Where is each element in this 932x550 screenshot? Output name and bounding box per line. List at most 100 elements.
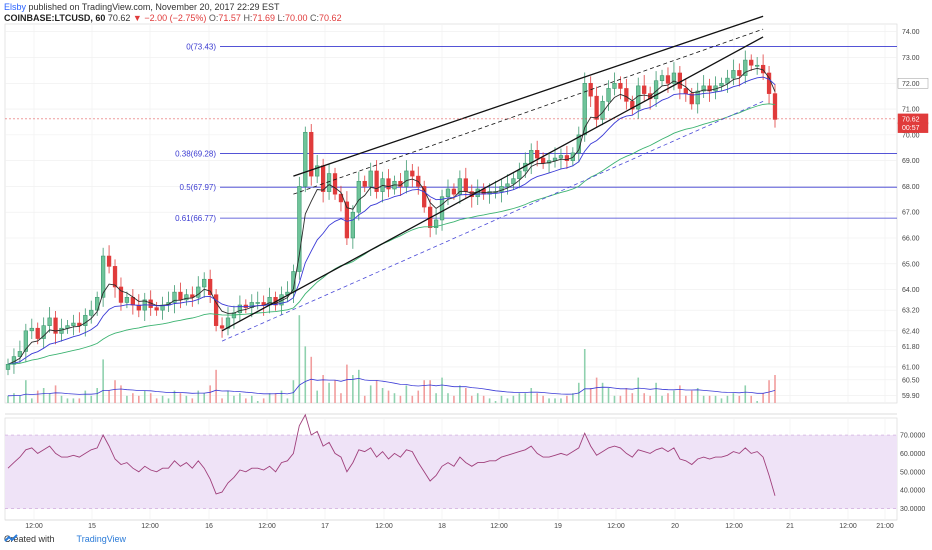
candle-body: [624, 88, 629, 102]
volume-bar: [673, 390, 675, 403]
candle-body: [309, 131, 314, 177]
ema-mid-line: [7, 76, 776, 365]
volume-bar: [173, 390, 176, 403]
volume-bar: [60, 395, 63, 403]
volume-bar: [756, 401, 758, 403]
price-tick-label: 67.00: [902, 210, 920, 217]
volume-bar: [738, 395, 741, 403]
candle-body: [208, 278, 213, 296]
rsi-line-path: [7, 413, 776, 496]
open-value: 71.57: [218, 13, 241, 23]
volume-bar: [185, 395, 188, 403]
volume-bar: [667, 393, 669, 403]
volume-bar: [518, 393, 521, 403]
volume-bar: [66, 398, 69, 403]
candle-body: [517, 170, 522, 179]
fib-level-label: 0.61(66.77): [175, 214, 216, 223]
volume-bar: [589, 388, 592, 403]
price-pane-frame: [4, 23, 898, 404]
price-tick-label: 63.20: [902, 308, 920, 315]
axes: 74.00 73.00 72.00 71.00 70.00 69.00 68.00 67.00…: [5, 29, 929, 530]
volume-bar: [268, 393, 271, 403]
volume-bar: [149, 393, 152, 403]
candle-body: [582, 82, 587, 136]
volume-bar: [631, 393, 634, 403]
volume-bar: [774, 375, 776, 403]
ohlc-line: COINBASE:LTCUSD, 60 70.62 ▼ −2.00 (−2.75…: [4, 13, 342, 24]
volume-bar: [482, 395, 485, 403]
candle-body: [255, 302, 260, 304]
volume-bar: [566, 395, 568, 403]
volume-bar: [191, 398, 194, 403]
candle-body: [41, 325, 46, 339]
tradingview-brand[interactable]: TradingView: [76, 534, 127, 544]
volume-bar: [375, 380, 378, 403]
candle-body: [326, 173, 332, 192]
candle-body: [422, 186, 427, 208]
candle-body: [386, 178, 391, 190]
trendlines[interactable]: [221, 15, 764, 342]
rsi-band: [5, 434, 897, 509]
volume-bar: [405, 385, 408, 403]
volume-bar: [143, 390, 146, 403]
time-tick-label: 19: [554, 523, 562, 530]
time-tick-label: 12:00: [141, 523, 159, 530]
candle-body: [749, 59, 754, 66]
volume-bar: [643, 393, 645, 403]
volume-bar: [256, 401, 259, 403]
volume-bar: [494, 401, 497, 403]
volume-bars: [7, 315, 776, 403]
candle-body: [172, 291, 177, 303]
volume-bar: [429, 380, 431, 403]
candle-body: [112, 266, 118, 288]
candle-body: [731, 70, 736, 79]
candle-body: [772, 93, 778, 120]
candle-body: [374, 170, 379, 192]
volume-bar: [280, 390, 283, 403]
volume-bar: [696, 388, 699, 403]
volume-bar: [310, 356, 313, 403]
volume-bar: [155, 398, 158, 403]
candle-body: [368, 170, 373, 187]
fibonacci-levels: 0(73.43) 0.38(69.28) 0.5(67.97) 0.61(66.77): [175, 42, 897, 223]
candle-body: [35, 327, 40, 339]
time-tick-label: 12:00: [725, 523, 743, 530]
candle-body: [564, 155, 570, 161]
volume-bar: [453, 395, 455, 403]
volume-bar: [7, 395, 9, 403]
volume-bar: [274, 393, 277, 403]
candlesticks[interactable]: [5, 50, 778, 376]
volume-bar: [679, 385, 681, 403]
created-with-text: Created with: [4, 534, 55, 544]
volume-bar: [506, 398, 509, 403]
candle-body: [659, 75, 665, 82]
volume-bar: [512, 395, 515, 403]
volume-bar: [750, 395, 753, 403]
price-tick-label: 73.00: [902, 55, 920, 62]
author-name[interactable]: Elsby: [4, 2, 27, 12]
footer: Created with TradingView: [4, 534, 126, 544]
rsi-tick-label: 70.0000: [900, 433, 925, 440]
volume-bar: [536, 393, 538, 403]
volume-bar: [435, 393, 437, 403]
rsi-tick-label: 40.0000: [900, 488, 925, 495]
price-tick-label: 70.00: [902, 132, 920, 139]
volume-bar: [572, 393, 574, 403]
volume-bar: [161, 395, 164, 403]
volume-bar: [167, 398, 170, 403]
candle-body: [71, 322, 76, 326]
volume-bar: [36, 390, 39, 403]
time-tick-label: 16: [205, 523, 213, 530]
candle-body: [755, 64, 760, 67]
time-tick-label: 15: [88, 523, 96, 530]
volume-bar: [465, 388, 467, 403]
volume-bar: [54, 385, 57, 403]
volume-bar: [298, 315, 301, 403]
candle-body: [297, 186, 302, 272]
support-dashed-trendline: [221, 100, 764, 342]
candle-body: [445, 188, 451, 198]
candle-body: [719, 82, 724, 87]
candle-body: [404, 170, 409, 187]
volume-bar: [708, 395, 711, 403]
